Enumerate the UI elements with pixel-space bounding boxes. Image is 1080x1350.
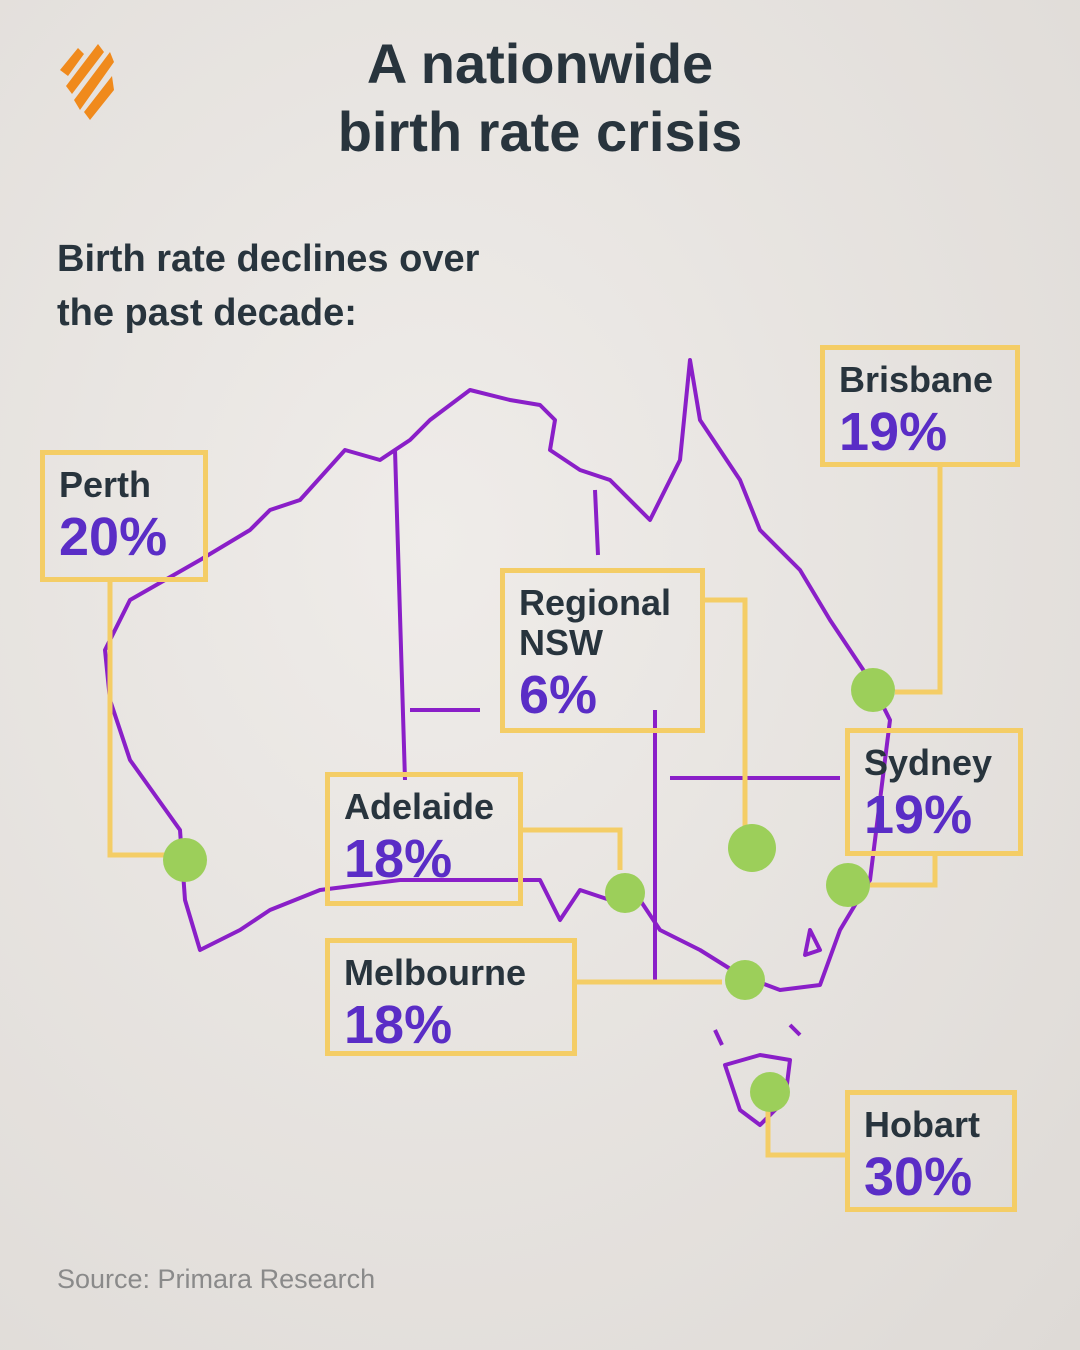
city-name: Melbourne xyxy=(344,952,527,993)
source: Source: Primara Research xyxy=(57,1264,376,1294)
city-value: 18% xyxy=(344,829,453,889)
city-box: Adelaide 18% xyxy=(325,772,523,906)
city-name: Sydney xyxy=(864,742,993,783)
connectors xyxy=(107,465,943,1158)
city-name: Perth xyxy=(59,464,152,505)
city-box: Brisbane 19% xyxy=(820,345,1020,467)
city-box: Perth 20% xyxy=(40,450,208,582)
city-box: Hobart 30% xyxy=(845,1090,1017,1212)
city-value: 6% xyxy=(519,665,598,725)
city-value: 19% xyxy=(864,785,973,845)
subtitle: Birth rate declines over the past decade: xyxy=(57,232,479,340)
city-value: 18% xyxy=(344,995,453,1055)
logo xyxy=(60,44,114,120)
city-value: 30% xyxy=(864,1147,973,1207)
city-box: Sydney 19% xyxy=(845,728,1023,856)
subtitle-line: Birth rate declines over xyxy=(57,238,480,280)
city-box: Regional NSW 6% xyxy=(500,568,705,733)
subtitle-line: the past decade: xyxy=(57,292,357,334)
title: A nationwide birth rate crisis xyxy=(0,30,1080,166)
title-line: birth rate crisis xyxy=(337,100,743,163)
city-dots xyxy=(163,668,895,1112)
city-box: Melbourne 18% xyxy=(325,938,577,1056)
title-line: A nationwide xyxy=(366,32,714,95)
city-value: 19% xyxy=(839,402,948,462)
city-name: Brisbane xyxy=(839,359,994,400)
city-value: 20% xyxy=(59,507,168,567)
city-name: Hobart xyxy=(864,1104,980,1145)
city-name: Adelaide xyxy=(344,786,495,827)
city-name: Regional NSW xyxy=(519,582,672,663)
